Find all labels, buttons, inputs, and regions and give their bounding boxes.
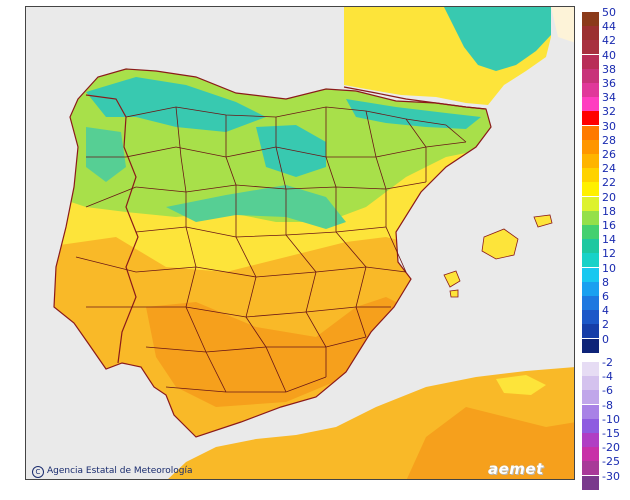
legend-swatch — [582, 54, 599, 69]
credit-text: C Agencia Estatal de Meteorología — [32, 466, 193, 478]
aemet-logo-icon: aemet — [488, 460, 544, 478]
formentera-island — [449, 289, 459, 298]
cool-zone-system — [166, 185, 346, 229]
temperature-map — [25, 6, 575, 480]
legend-swatch — [582, 433, 599, 447]
legend-label: -6 — [602, 384, 613, 398]
legend-swatch — [582, 154, 599, 168]
legend-label: -4 — [602, 370, 613, 384]
legend-swatch — [582, 376, 599, 391]
mallorca-island — [481, 228, 519, 260]
legend-label: -10 — [602, 412, 620, 426]
legend-label: 4 — [602, 304, 609, 318]
legend-swatch — [582, 40, 599, 55]
legend-swatch — [582, 390, 599, 405]
legend-swatch — [582, 210, 599, 225]
ibiza-island — [443, 270, 461, 288]
map-svg — [26, 7, 574, 479]
cool-zone-cantabrian — [86, 77, 266, 132]
portugal-border — [85, 94, 139, 364]
legend-swatch — [582, 83, 599, 97]
legend-label: 12 — [602, 247, 616, 261]
legend-label: 50 — [602, 6, 616, 19]
legend-label: 40 — [602, 48, 616, 62]
france-cool-zone — [444, 7, 551, 71]
logo-text: aemet — [488, 460, 544, 478]
legend-label: 28 — [602, 133, 616, 147]
legend-swatch — [582, 239, 599, 254]
legend-swatch — [582, 296, 599, 310]
legend-label: 22 — [602, 176, 616, 190]
legend-label: -2 — [602, 356, 613, 369]
legend-swatch — [582, 418, 599, 433]
legend-swatch — [582, 253, 599, 268]
legend-swatch — [582, 461, 599, 476]
cool-zone-pyrenees — [346, 99, 481, 129]
legend-swatch — [582, 26, 599, 41]
province-borders — [75, 106, 467, 393]
legend-label: -8 — [602, 398, 613, 412]
cool-zone-west — [86, 127, 126, 182]
legend-label: -25 — [602, 455, 620, 469]
france-border — [343, 86, 487, 110]
alps-zone — [551, 7, 574, 43]
legend-swatch — [582, 196, 599, 211]
legend-swatch — [582, 68, 599, 83]
legend-label: 26 — [602, 148, 616, 161]
legend-label: -15 — [602, 427, 620, 440]
legend-swatch — [582, 338, 599, 353]
legend-label: -30 — [602, 469, 620, 483]
cool-zone-central — [256, 125, 326, 177]
legend-swatch — [582, 310, 599, 325]
legend-label: 16 — [602, 219, 616, 232]
legend-label: 10 — [602, 261, 616, 275]
legend-label: 2 — [602, 318, 609, 332]
legend-swatch — [582, 111, 599, 126]
legend-label: 44 — [602, 20, 616, 34]
legend-swatch — [582, 12, 599, 26]
legend-label: 24 — [602, 162, 616, 176]
credit-label: Agencia Estatal de Meteorología — [47, 466, 193, 476]
legend-label: -20 — [602, 441, 620, 455]
legend-label: 30 — [602, 119, 616, 133]
legend-label: 36 — [602, 77, 616, 90]
temperature-legend: 50 44 42 40 38 36 34 32 30 28 26 24 22 20 18 16 14 12 10 8 6… — [582, 6, 630, 490]
legend-swatch — [582, 447, 599, 462]
legend-label: 6 — [602, 290, 609, 303]
legend-swatch — [582, 475, 599, 490]
legend-label: 8 — [602, 275, 609, 289]
menorca-island — [533, 214, 553, 228]
legend-label: 20 — [602, 190, 616, 204]
legend-label: 0 — [602, 332, 609, 346]
africa-cool-zone — [496, 375, 546, 395]
iberia-coastline — [53, 68, 492, 438]
legend-swatch — [582, 225, 599, 239]
legend-label: 42 — [602, 34, 616, 48]
copyright-icon: C — [32, 466, 44, 478]
legend-label: 32 — [602, 105, 616, 119]
legend-swatch — [582, 168, 599, 183]
legend-swatch — [582, 324, 599, 339]
legend-swatch — [582, 281, 599, 296]
legend-label: 34 — [602, 91, 616, 105]
legend-swatch — [582, 139, 599, 154]
very-hot-zone — [146, 297, 406, 407]
legend-label: 38 — [602, 62, 616, 76]
legend-swatch — [582, 362, 599, 376]
legend-swatch — [582, 182, 599, 197]
legend-label: 18 — [602, 204, 616, 218]
legend-swatch — [582, 404, 599, 419]
legend-swatch — [582, 267, 599, 282]
legend-swatch — [582, 97, 599, 112]
africa-hot-zone — [406, 407, 574, 479]
legend-swatch — [582, 125, 599, 140]
legend-label: 14 — [602, 233, 616, 247]
